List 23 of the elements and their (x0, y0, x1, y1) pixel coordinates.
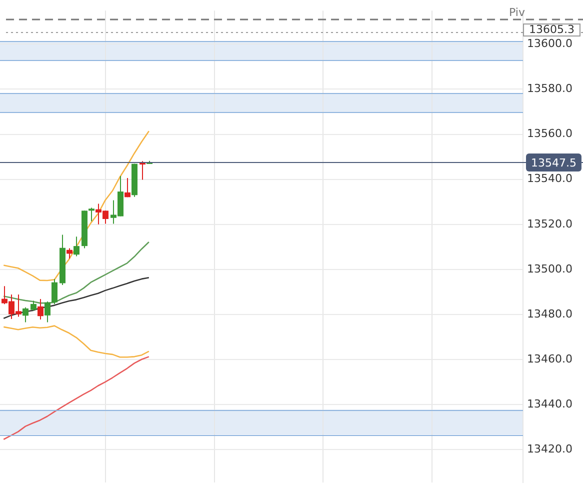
candlestick (66, 248, 72, 259)
ref-line-label: 13547.5 (531, 156, 576, 170)
y-tick-label: 13540.0 (527, 172, 572, 186)
y-tick-label: 13440.0 (527, 398, 572, 411)
candlestick (52, 278, 58, 305)
candlestick (22, 306, 28, 323)
y-tick-label: 13420.0 (527, 442, 572, 456)
ref-line-label: 13605.3 (529, 22, 574, 36)
y-tick-label: 13600.0 (527, 37, 572, 50)
candlestick (74, 236, 80, 257)
y-tick-label: 13560.0 (527, 127, 572, 140)
candlestick (124, 178, 130, 198)
candlestick (140, 160, 146, 180)
y-tick-label: 13500.0 (527, 262, 572, 276)
candlestick (88, 207, 94, 222)
y-tick-label: 13580.0 (527, 82, 572, 96)
y-tick-label: 13460.0 (527, 352, 572, 366)
y-tick-label: 13480.0 (527, 307, 572, 320)
candlestick (30, 300, 36, 311)
ref-line-label: Piv (509, 6, 526, 19)
candlestick (44, 300, 50, 323)
candlestick (38, 298, 44, 320)
y-tick-label: 13520.0 (527, 217, 572, 230)
